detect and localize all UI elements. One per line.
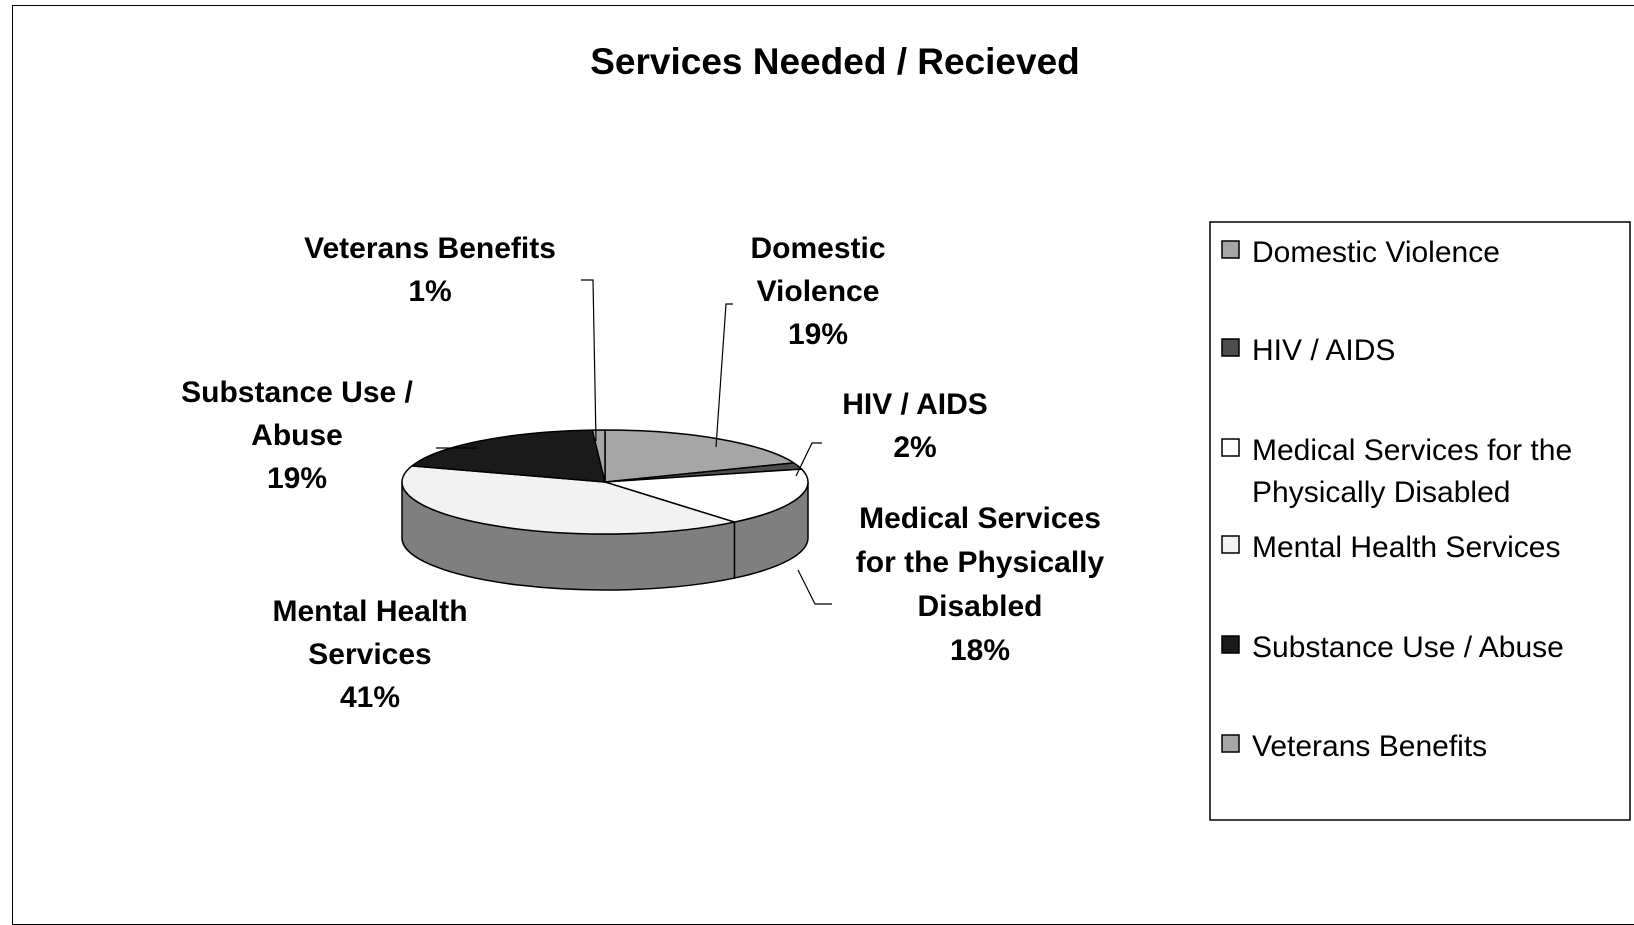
legend-label-medical-services-for-the-physically-disabled: Medical Services for the Physically Disab…	[1252, 434, 1572, 509]
pie-layer	[401, 429, 809, 591]
legend-label-line: Domestic Violence	[1252, 236, 1500, 269]
data-labels: Domestic Violence 19% HIV / AIDS 2% Medical S…	[181, 232, 1104, 714]
legend-swatch-hiv-aids	[1221, 338, 1240, 357]
legend-swatch-substance-use-abuse	[1221, 635, 1240, 654]
data-label-line: 1%	[408, 275, 451, 308]
data-label-line: 19%	[788, 318, 848, 351]
legend-label-hiv-aids: HIV / AIDS	[1252, 334, 1395, 367]
legend-label-line: HIV / AIDS	[1252, 334, 1395, 367]
data-label-line: 18%	[950, 634, 1010, 667]
data-label-line: HIV / AIDS	[842, 388, 988, 421]
legend-label-line: Physically Disabled	[1252, 476, 1510, 509]
data-label-line: for the Physically	[856, 546, 1105, 579]
data-label-line: Veterans Benefits	[304, 232, 556, 265]
data-label-line: Abuse	[251, 419, 343, 452]
leader-line-medical-services	[797, 569, 832, 605]
legend-swatch-veterans-benefits	[1221, 734, 1240, 753]
data-label-line: Services	[308, 638, 431, 671]
legend-box	[1209, 221, 1631, 821]
legend: Domestic Violence HIV / AIDS Medical Servi…	[1209, 221, 1631, 821]
leader-line-domestic-violence	[715, 303, 733, 448]
legend-label-veterans-benefits: Veterans Benefits	[1252, 730, 1487, 763]
data-label-line: 41%	[340, 681, 400, 714]
legend-label-substance-use-abuse: Substance Use / Abuse	[1252, 631, 1564, 664]
data-label-line: Substance Use /	[181, 376, 413, 409]
legend-label-domestic-violence: Domestic Violence	[1252, 236, 1500, 269]
data-label-line: Mental Health	[272, 595, 467, 628]
pie-slice-medical-services-for-the-physically-disabled	[604, 468, 809, 523]
legend-label-line: Mental Health Services	[1252, 531, 1560, 564]
data-label-line: 19%	[267, 462, 327, 495]
legend-swatch-medical-services-for-the-physically-disabled	[1221, 438, 1240, 457]
data-label-line: Domestic	[750, 232, 885, 265]
data-label-line: Violence	[757, 275, 880, 308]
data-label-mental-health-services: Mental Health Services 41%	[272, 595, 467, 714]
pie-slice-substance-use-abuse	[411, 429, 606, 483]
chart-title: Services Needed / Recieved	[590, 41, 1080, 82]
legend-swatch-domestic-violence	[1221, 240, 1240, 259]
data-label-line: Medical Services	[859, 502, 1101, 535]
data-label-substance-use-abuse: Substance Use / Abuse 19%	[181, 376, 413, 495]
leader-lines	[436, 279, 832, 605]
leader-line-veterans-benefits	[581, 279, 597, 442]
legend-label-line: Veterans Benefits	[1252, 730, 1487, 763]
pie-slice-mental-health-services	[401, 465, 736, 535]
data-label-line: Disabled	[917, 590, 1042, 623]
legend-label-mental-health-services: Mental Health Services	[1252, 531, 1560, 564]
pie-slice-domestic-violence	[604, 429, 795, 483]
pie-slice-veterans-benefits	[591, 429, 606, 483]
data-label-domestic-violence: Domestic Violence 19%	[750, 232, 885, 351]
data-label-line: 2%	[893, 431, 936, 464]
legend-label-line: Medical Services for the	[1252, 434, 1572, 467]
data-label-medical-services-for-the-physically-disabled: Medical Services for the Physically Disabl…	[856, 502, 1105, 667]
legend-label-line: Substance Use / Abuse	[1252, 631, 1564, 664]
legend-swatch-mental-health-services	[1221, 535, 1240, 554]
data-label-hiv-aids: HIV / AIDS 2%	[842, 388, 988, 464]
leader-line-hiv-aids	[795, 442, 822, 477]
data-label-veterans-benefits: Veterans Benefits 1%	[304, 232, 556, 308]
